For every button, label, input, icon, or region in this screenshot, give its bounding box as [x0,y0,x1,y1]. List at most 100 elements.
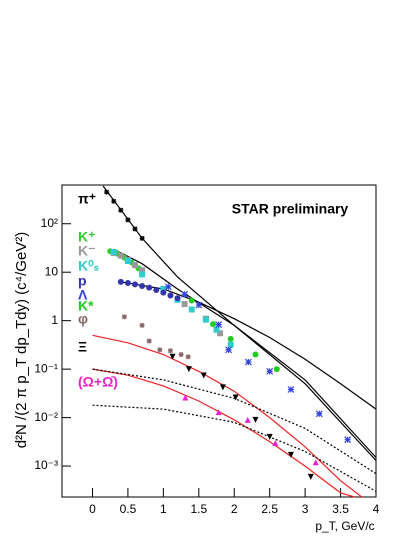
data-point [195,301,203,309]
y-tick-label: 1 [51,313,58,327]
data-point [160,286,167,293]
data-point [185,366,192,373]
fit-curve [102,185,377,461]
data-point [164,283,172,291]
data-point [225,346,232,354]
data-point [287,451,294,458]
x-tick-label: 1 [160,502,167,516]
data-point [232,394,239,401]
plot-frame [61,184,377,498]
data-point [132,226,138,232]
y-tick-label: 10 [45,264,59,278]
data-point [139,282,146,289]
x-tick-label: 2 [231,502,238,516]
data-point [160,289,167,296]
legend-label: Ξ [78,339,87,355]
data-point [121,314,127,320]
data-point [181,290,189,298]
data-point [125,217,131,223]
data-point [252,351,259,358]
x-tick-label: 1.5 [190,502,207,516]
data-point [213,326,220,333]
data-point [307,473,314,480]
data-point [124,258,131,265]
data-point [227,335,234,342]
data-point [157,347,163,353]
data-point [244,358,252,366]
data-point [252,416,259,423]
data-point [227,341,234,348]
data-point [312,459,319,466]
data-point [266,367,274,375]
data-point [202,316,209,323]
data-point [118,207,124,213]
data-point [110,249,117,256]
data-point [219,384,226,391]
legend-label: Λ [78,287,88,303]
y-tick-label: 10⁻¹ [34,361,58,375]
legend-label: K⁺ [78,229,96,245]
data-point [188,297,195,304]
data-point [244,416,251,423]
data-point [273,366,280,373]
data-point [117,278,124,285]
y-tick-label: 10⁻³ [34,458,58,472]
data-point [188,306,195,313]
data-point [272,439,279,446]
data-point [200,372,207,379]
data-point [217,330,224,337]
x-tick-label: 3.5 [332,502,349,516]
legend-label: K⁻ [78,243,96,259]
annotation: STAR preliminary [232,201,349,217]
data-point [287,386,295,393]
data-point [146,284,153,291]
fit-curve [120,281,377,410]
fit-curve [92,368,377,475]
legend-label: φ [78,311,88,327]
y-tick-label: 10² [41,216,58,230]
fit-curve [113,248,377,458]
data-point [132,281,139,288]
data-point [139,235,145,241]
data-point [139,271,146,278]
y-axis-label: d²N /(2 π p_T dp_Tdy) (c⁴/GeV²) [13,232,30,449]
data-point [146,338,152,344]
data-point [209,321,216,328]
data-point [215,321,223,329]
data-point [153,286,160,293]
x-tick-label: 2.5 [261,502,278,516]
data-point [124,279,131,286]
y-tick-label: 10⁻² [34,410,58,424]
fit-curve [92,404,377,492]
x-tick-label: 0.5 [120,502,137,516]
data-point [315,410,323,418]
data-point [132,262,139,269]
data-point [266,433,273,440]
x-tick-label: 3 [302,502,309,516]
data-point [178,352,184,358]
data-point [185,354,191,360]
data-point [111,198,117,204]
x-tick-label: 0 [89,502,96,516]
data-point [174,295,181,302]
data-point [167,292,174,299]
data-point [215,409,222,416]
legend-label: K⁰ₛ [78,258,99,274]
data-point [181,301,188,308]
legend-label: K* [78,298,94,314]
fit-curve [92,334,363,498]
legend-label: p [78,273,87,289]
data-point [167,348,173,354]
legend-label: π⁺ [78,191,96,207]
data-point [117,252,124,259]
data-point [344,436,352,444]
x-tick-label: 4 [373,502,380,516]
fit-curve [92,368,355,498]
legend-label: (Ω+Ω̄) [78,374,118,390]
data-point [182,394,189,401]
data-point [169,353,176,360]
x-axis-label: p_T, GeV/c [315,519,374,533]
data-point [139,267,146,274]
data-point [139,322,145,328]
